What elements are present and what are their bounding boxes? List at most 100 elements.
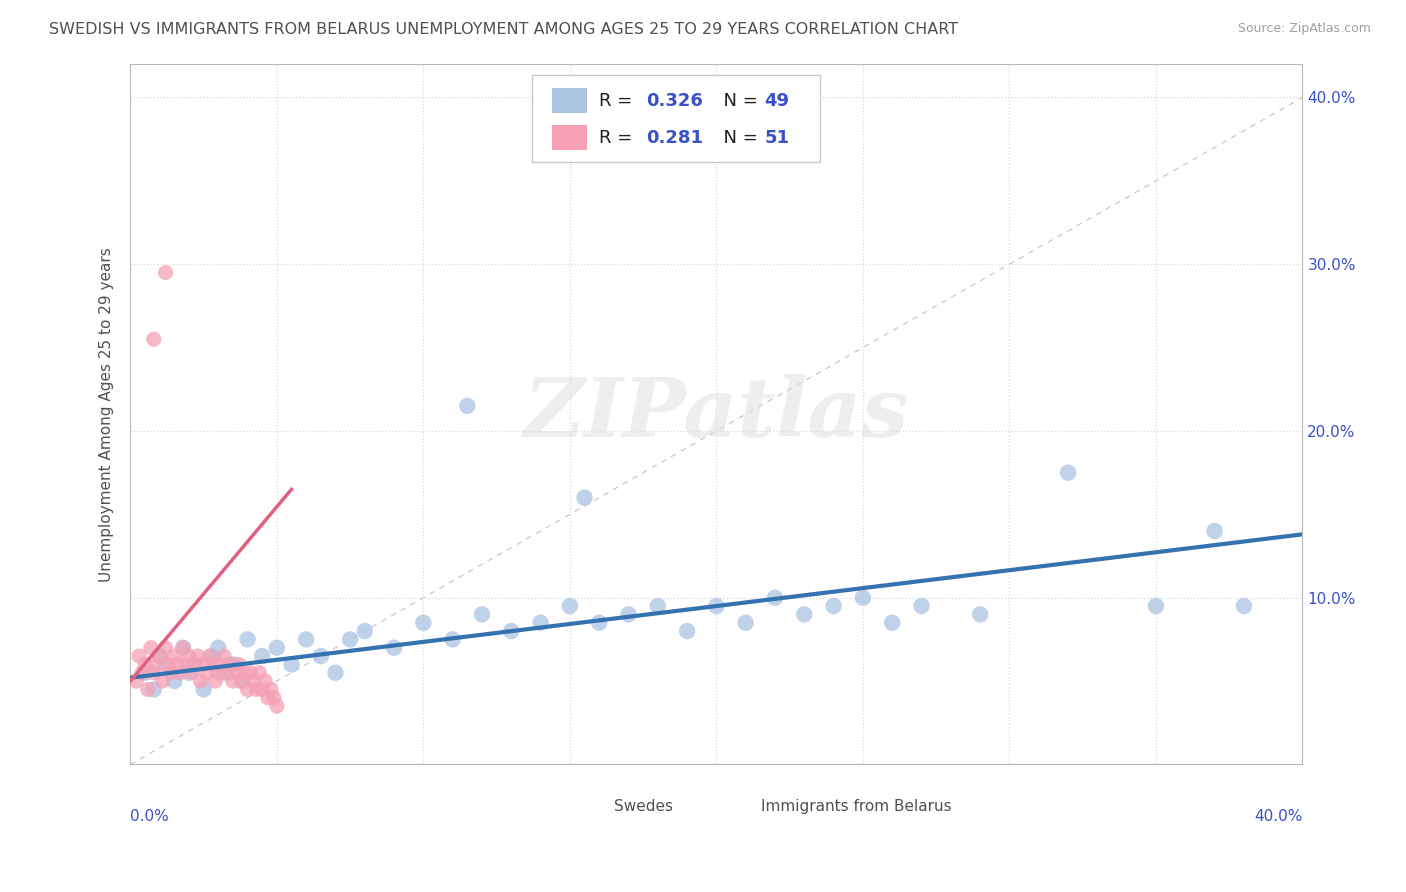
Point [212,665,235,680]
Y-axis label: Unemployment Among Ages 25 to 29 years: Unemployment Among Ages 25 to 29 years [100,247,114,582]
Point [1204,524,1226,538]
Point [222,657,245,672]
Point [187,649,209,664]
Point [163,649,186,664]
Point [155,657,177,672]
Point [155,640,177,655]
Text: R =: R = [599,92,638,110]
Point [160,665,183,680]
Point [231,674,253,689]
Point [309,649,332,664]
Point [215,665,238,680]
Point [250,649,273,664]
Point [142,682,165,697]
Point [166,657,188,672]
Point [706,599,728,613]
Point [353,624,375,638]
Point [201,649,224,664]
Point [145,657,167,672]
Point [236,632,259,647]
Point [247,665,270,680]
Point [441,632,464,647]
Text: 51: 51 [765,128,789,146]
Point [228,657,250,672]
Point [280,657,302,672]
Point [219,657,242,672]
Point [969,607,991,622]
Point [212,649,235,664]
Point [456,399,478,413]
Text: ZIPatlas: ZIPatlas [523,375,910,454]
Point [207,640,229,655]
Point [254,674,277,689]
Text: 49: 49 [765,92,789,110]
Point [325,665,347,680]
Bar [553,125,588,150]
Point [239,665,262,680]
Point [198,649,221,664]
Point [339,632,361,647]
Point [149,649,172,664]
Point [142,332,165,346]
Point [177,649,200,664]
Point [734,615,756,630]
Point [163,674,186,689]
Point [149,649,172,664]
Point [233,665,256,680]
Text: N =: N = [711,128,763,146]
Point [471,607,494,622]
Point [501,624,523,638]
Text: R =: R = [599,128,638,146]
Text: 40.0%: 40.0% [1254,810,1302,824]
Point [152,674,174,689]
Point [295,632,318,647]
Point [1233,599,1256,613]
Point [231,674,253,689]
Point [412,615,434,630]
Point [910,599,932,613]
Point [139,640,162,655]
Point [204,674,226,689]
Point [266,640,288,655]
Point [174,657,197,672]
Point [195,665,218,680]
Text: Source: ZipAtlas.com: Source: ZipAtlas.com [1237,22,1371,36]
Text: Swedes: Swedes [614,799,673,814]
Point [647,599,669,613]
Point [852,591,875,605]
Point [184,657,207,672]
Point [1057,466,1080,480]
Point [134,665,156,680]
Bar [582,796,609,817]
Text: 0.326: 0.326 [647,92,703,110]
Point [172,640,194,655]
Text: 0.281: 0.281 [647,128,703,146]
Point [266,699,288,714]
Point [676,624,699,638]
Point [236,682,259,697]
Point [136,682,159,697]
Point [125,674,148,689]
Point [245,682,267,697]
Point [588,615,610,630]
Point [529,615,551,630]
Point [242,674,264,689]
Point [207,665,229,680]
Point [882,615,904,630]
Point [184,657,207,672]
Point [263,690,285,705]
Point [823,599,845,613]
Point [225,665,247,680]
Point [558,599,581,613]
Bar [553,88,588,113]
Point [201,657,224,672]
Point [134,657,156,672]
Point [190,674,212,689]
Point [763,591,786,605]
Point [250,682,273,697]
Point [155,266,177,280]
Point [793,607,815,622]
Point [157,657,180,672]
Point [574,491,596,505]
Bar [728,796,755,817]
